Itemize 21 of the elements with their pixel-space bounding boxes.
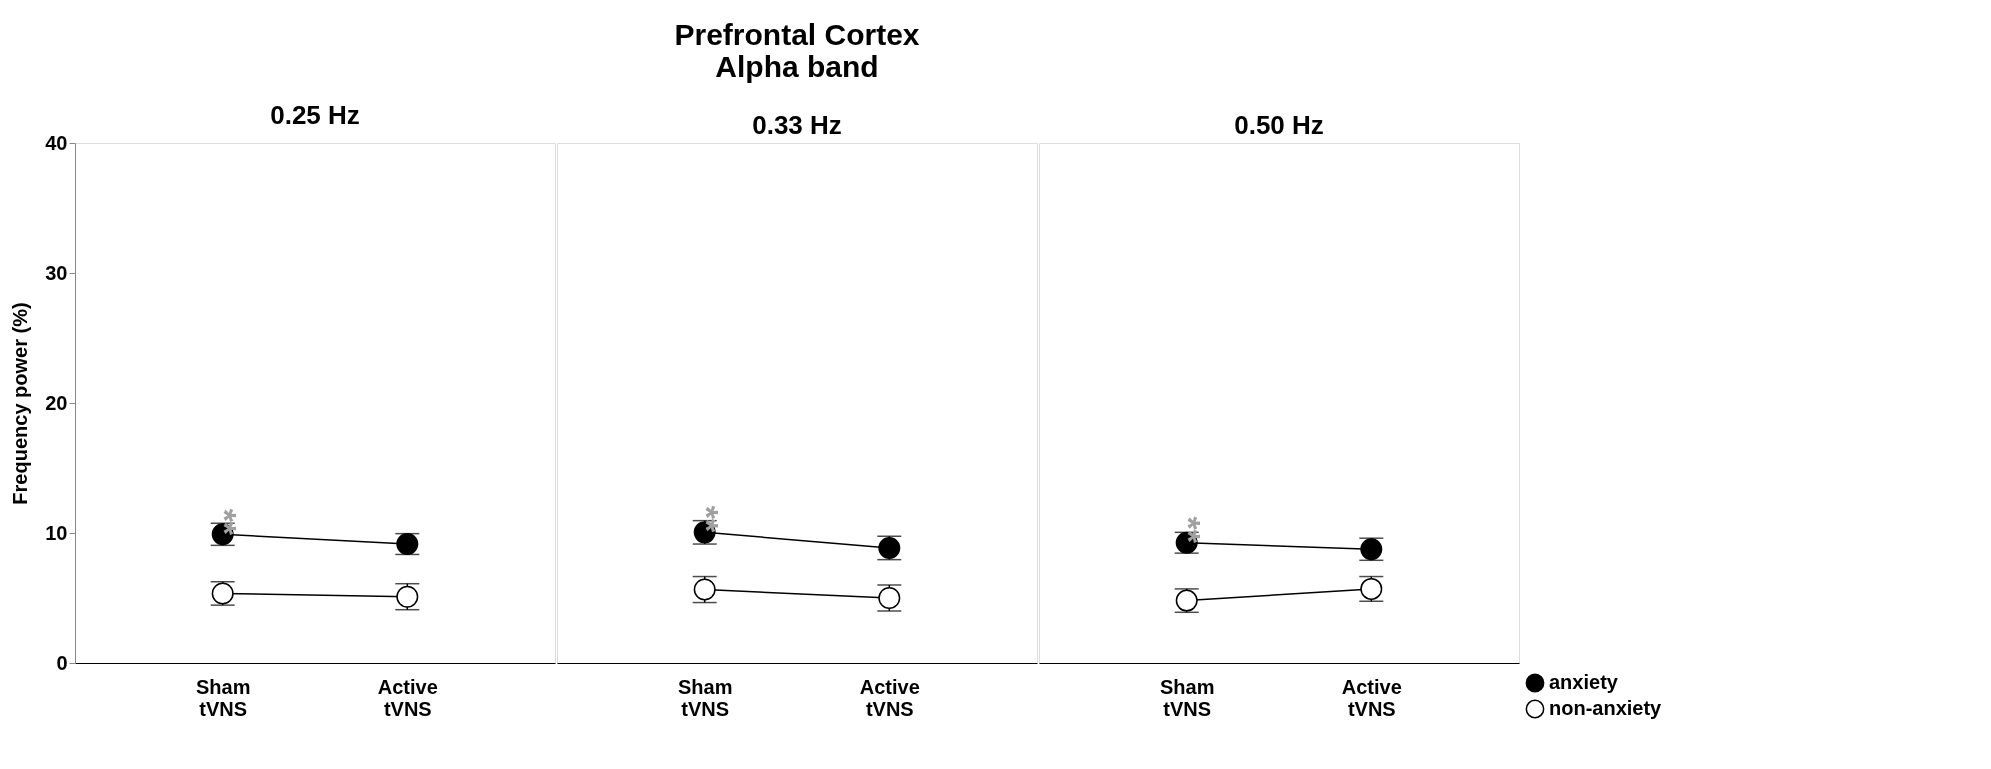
x-tick-label: Sham tVNS bbox=[677, 675, 733, 720]
legend-label: anxiety bbox=[1549, 671, 1619, 693]
y-tick-label: 20 bbox=[45, 391, 68, 414]
x-tick-label: Active tVNS bbox=[1341, 675, 1402, 720]
annotation: ** bbox=[205, 508, 244, 536]
legend-label: non-anxiety bbox=[1549, 697, 1663, 719]
chart-subtitle: 0.50 Hz bbox=[1234, 110, 1324, 140]
chart-title: Prefrontal Cortex Alpha band bbox=[674, 18, 920, 83]
y-axis-title: Frequency power (%) bbox=[9, 302, 32, 505]
chart-subtitle: 0.25 Hz bbox=[270, 100, 360, 130]
y-tick-label: 0 bbox=[56, 651, 68, 674]
y-tick-label: 30 bbox=[45, 261, 68, 284]
annotation: ** bbox=[687, 505, 726, 533]
x-tick-label: Sham tVNS bbox=[195, 675, 251, 720]
annotation: ** bbox=[1169, 516, 1208, 544]
x-tick-label: Active tVNS bbox=[859, 675, 920, 720]
x-tick-label: Sham tVNS bbox=[1159, 675, 1215, 720]
chart-subtitle: 0.33 Hz bbox=[752, 110, 842, 140]
y-tick-label: 10 bbox=[45, 521, 68, 544]
y-tick-label: 40 bbox=[45, 131, 68, 154]
x-tick-label: Active tVNS bbox=[377, 675, 438, 720]
